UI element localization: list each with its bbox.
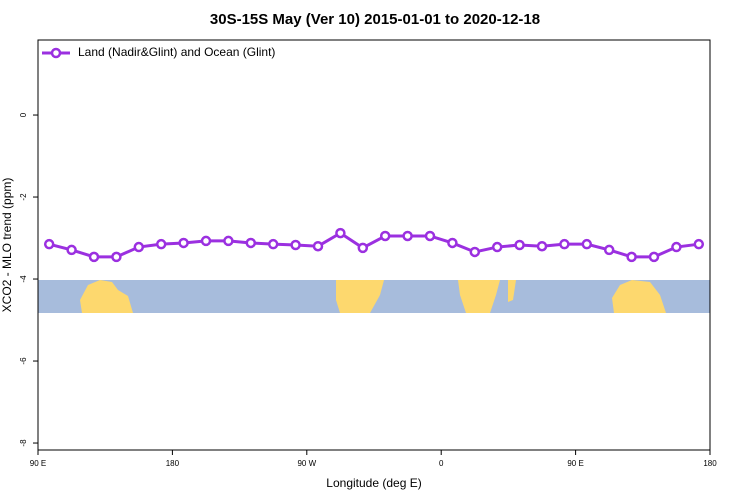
data-point xyxy=(357,242,369,254)
x-tick-label: 90 E xyxy=(567,459,583,468)
data-point xyxy=(245,237,257,249)
chart-title: 30S-15S May (Ver 10) 2015-01-01 to 2020-… xyxy=(210,11,540,28)
data-point xyxy=(581,238,593,250)
data-point xyxy=(402,230,413,242)
y-tick-label: 0 xyxy=(19,112,28,117)
data-point xyxy=(469,246,481,258)
data-point xyxy=(178,237,189,249)
data-point xyxy=(648,251,660,263)
x-tick-label: 0 xyxy=(439,459,444,468)
data-point xyxy=(559,238,570,250)
data-point xyxy=(447,237,458,249)
data-point xyxy=(693,238,705,250)
data-point xyxy=(671,241,682,253)
series-line xyxy=(48,231,699,259)
y-tick-label: -2 xyxy=(19,193,28,201)
data-point xyxy=(312,240,324,252)
data-point xyxy=(88,251,100,263)
x-tick-label: 180 xyxy=(166,459,180,468)
legend-marker xyxy=(50,47,62,59)
data-point xyxy=(514,239,525,251)
y-tick-label: -6 xyxy=(19,357,28,365)
data-point xyxy=(536,240,548,252)
data-point xyxy=(290,239,301,251)
y-axis-label: XCO2 - MLO trend (ppm) xyxy=(0,178,14,313)
data-point xyxy=(200,235,212,247)
data-point xyxy=(379,230,391,242)
x-tick-label: 90 E xyxy=(30,459,46,468)
data-point xyxy=(155,238,167,250)
data-point xyxy=(111,251,122,263)
legend-label: Land (Nadir&Glint) and Ocean (Glint) xyxy=(78,45,275,59)
y-tick-label: -8 xyxy=(19,439,28,447)
data-point xyxy=(603,244,615,256)
data-point xyxy=(66,244,77,256)
plot-frame xyxy=(37,39,711,451)
data-point xyxy=(424,230,436,242)
data-point xyxy=(43,238,55,250)
data-point xyxy=(133,241,145,253)
data-point xyxy=(335,227,346,239)
map-strip xyxy=(38,280,710,313)
x-axis-label: Longitude (deg E) xyxy=(326,476,421,490)
data-point xyxy=(267,238,279,250)
x-tick-label: 90 W xyxy=(297,459,316,468)
data-point xyxy=(626,251,637,263)
x-tick-label: 180 xyxy=(703,459,717,468)
y-tick-label: -4 xyxy=(19,275,28,283)
data-point xyxy=(491,241,503,253)
data-point xyxy=(223,235,234,247)
